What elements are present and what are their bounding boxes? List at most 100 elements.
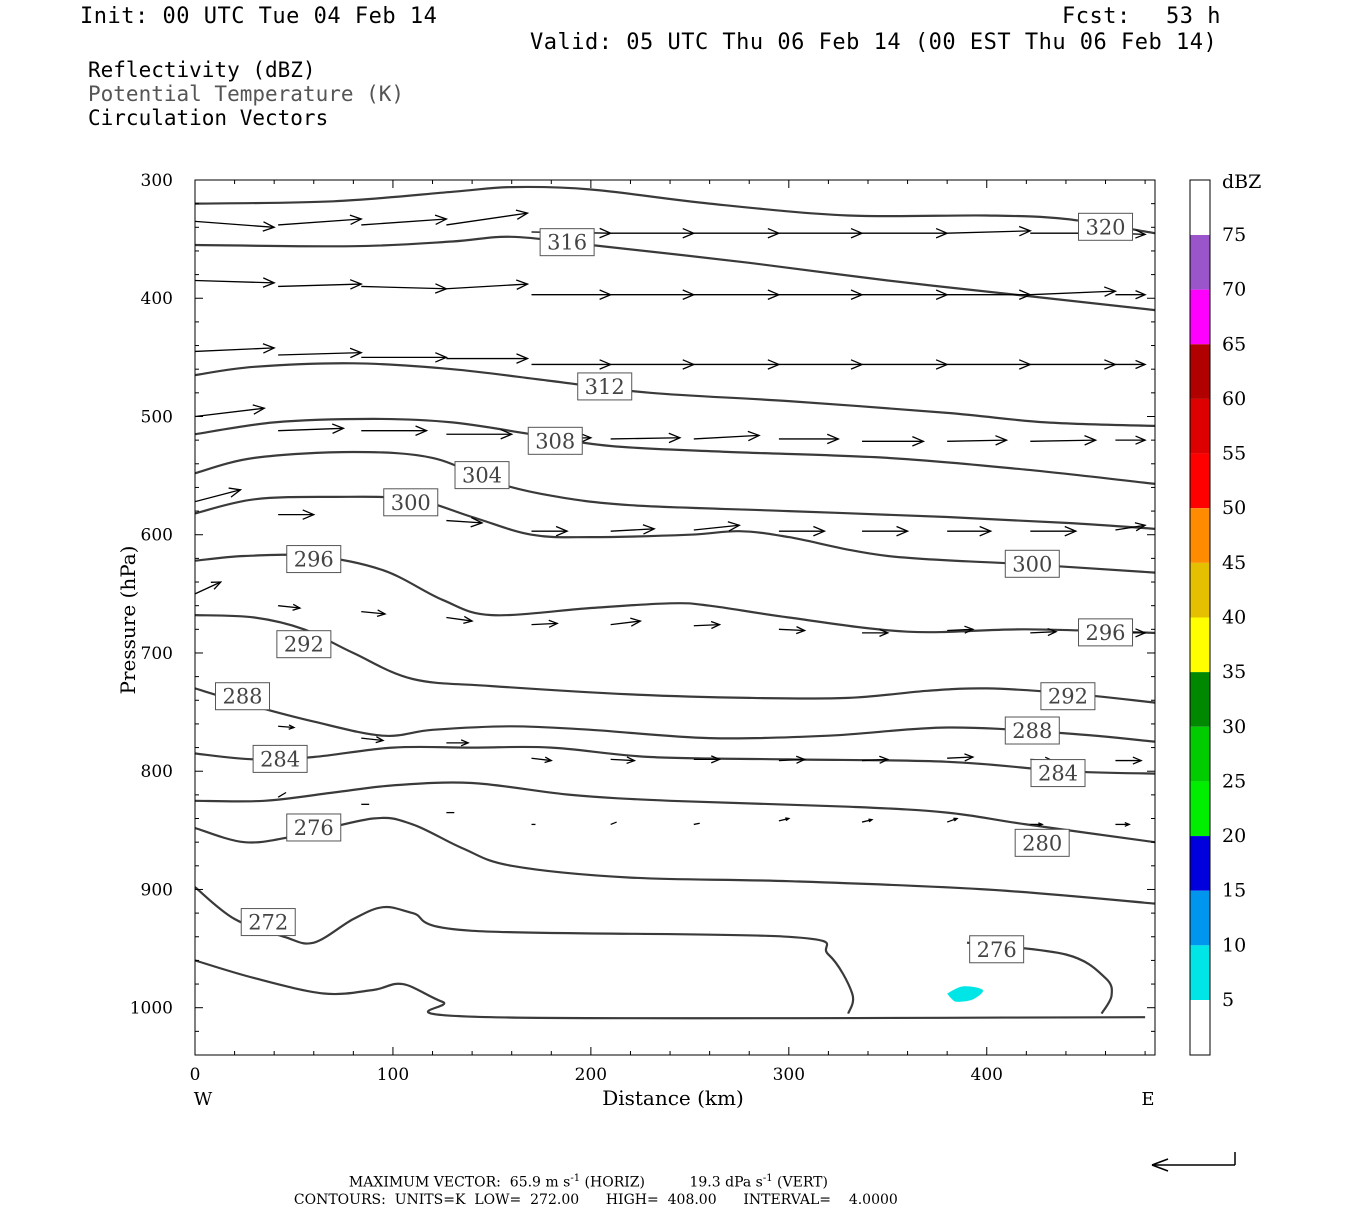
circulation-vector xyxy=(778,525,827,537)
vector-head xyxy=(1135,435,1147,445)
contour-label-box xyxy=(240,908,296,937)
theta-contour-320 xyxy=(195,185,1155,235)
theta-contour-304 xyxy=(195,450,1155,530)
vector-head xyxy=(630,617,643,627)
vector-head xyxy=(668,432,682,444)
contour-label-text: 272 xyxy=(248,911,288,935)
vector-head xyxy=(1018,225,1032,237)
circulation-vector xyxy=(531,756,553,764)
y-tick-label: 600 xyxy=(141,526,173,546)
vector-shaft xyxy=(946,817,958,823)
circulation-vector xyxy=(1115,756,1143,765)
vector-head xyxy=(415,425,429,436)
contour-label-text: 280 xyxy=(1022,831,1062,855)
theta-contour-272 xyxy=(195,959,1146,1020)
circulation-vector xyxy=(610,524,656,535)
vector-head xyxy=(262,277,276,288)
vector-head xyxy=(516,279,530,290)
contour-label-box xyxy=(383,488,439,517)
circulation-vector xyxy=(446,516,484,528)
contour-label-text: 316 xyxy=(547,231,587,255)
y-tick-label: 800 xyxy=(141,762,173,782)
field-vectors: Circulation Vectors xyxy=(88,106,329,130)
vector-shaft xyxy=(1030,290,1116,296)
contour-label-box xyxy=(1030,759,1086,788)
contour-label-text: 276 xyxy=(977,938,1017,962)
vector-head xyxy=(795,626,807,635)
circulation-vector xyxy=(446,428,514,440)
colorbar-level-label: 20 xyxy=(1222,825,1246,847)
vector-head xyxy=(349,347,363,359)
vector-shaft xyxy=(610,758,635,762)
circulation-vector xyxy=(862,628,890,637)
colorbar-swatch xyxy=(1190,836,1210,891)
circulation-vector xyxy=(610,227,696,239)
contour-label-text: 300 xyxy=(1012,552,1052,576)
colorbar-level-label: 10 xyxy=(1222,934,1246,956)
vector-shaft xyxy=(446,283,528,290)
vector-head xyxy=(375,736,385,744)
vector-head xyxy=(1135,229,1147,239)
theta-contour-276 xyxy=(195,886,855,1014)
circulation-vector xyxy=(610,432,682,444)
contour-label: 308 xyxy=(527,426,583,455)
contour-label-text: 276 xyxy=(294,816,334,840)
contour-label-text: 288 xyxy=(1012,719,1052,743)
circulation-vector xyxy=(446,353,530,364)
vector-shaft xyxy=(778,817,789,822)
y-axis-title: Pressure (hPa) xyxy=(116,546,140,695)
contour-label-box xyxy=(1004,716,1060,745)
contour-label-text: 300 xyxy=(391,491,431,515)
vector-shaft xyxy=(361,285,447,290)
circulation-vector xyxy=(610,359,696,370)
reference-vector-icon xyxy=(1151,1152,1236,1172)
contour-label-text: 308 xyxy=(535,429,575,453)
contour-label: 296 xyxy=(286,545,342,574)
circulation-vector xyxy=(610,617,643,627)
vector-head xyxy=(912,436,926,447)
contour-label-box xyxy=(276,630,332,659)
forecast-label: Fcst: xyxy=(1062,4,1131,29)
contour-label: 276 xyxy=(969,935,1025,964)
colorbar-swatch xyxy=(1190,945,1210,1000)
colorbar-unit: dBZ xyxy=(1222,171,1261,193)
contour-label: 320 xyxy=(1078,212,1134,241)
circulation-vector xyxy=(947,625,975,634)
vector-head xyxy=(1134,522,1147,532)
colorbar-swatch xyxy=(1190,726,1210,782)
circulation-vector xyxy=(610,756,637,765)
contour-label-text: 296 xyxy=(1085,621,1125,645)
vector-head xyxy=(626,756,637,765)
contour-label: 284 xyxy=(252,744,308,773)
circulation-vector xyxy=(862,227,949,239)
vector-head xyxy=(1084,435,1098,446)
theta-contour-292 xyxy=(195,614,1155,704)
vector-head xyxy=(434,214,449,226)
vector-head xyxy=(1064,525,1078,537)
contour-label: 296 xyxy=(1078,618,1134,647)
circulation-vector xyxy=(446,279,530,290)
theta-contour-316 xyxy=(195,235,1155,312)
y-tick-label: 300 xyxy=(141,171,173,191)
vector-head xyxy=(548,619,559,628)
circulation-vector xyxy=(947,753,975,762)
vector-shaft xyxy=(446,212,528,226)
forecast-hour: 53 h xyxy=(1166,4,1221,29)
vector-head xyxy=(349,279,363,290)
theta-contour-276 xyxy=(966,941,1113,1015)
vector-head xyxy=(964,625,975,634)
circulation-vector xyxy=(778,817,791,822)
vector-shaft xyxy=(361,610,386,615)
plot-frame xyxy=(194,179,1156,1056)
colorbar-swatch xyxy=(1190,289,1210,345)
contour-label: 316 xyxy=(539,228,595,257)
valid-time: Valid: 05 UTC Thu 06 Feb 14 (00 EST Thu … xyxy=(530,30,1218,55)
colorbar-swatch xyxy=(1190,453,1210,509)
circulation-vector xyxy=(862,289,949,300)
contour-label-box xyxy=(969,935,1025,964)
vector-head xyxy=(470,516,484,528)
vector-shaft xyxy=(446,519,483,524)
contour-label-box xyxy=(577,372,633,401)
circulation-vector xyxy=(531,289,613,300)
